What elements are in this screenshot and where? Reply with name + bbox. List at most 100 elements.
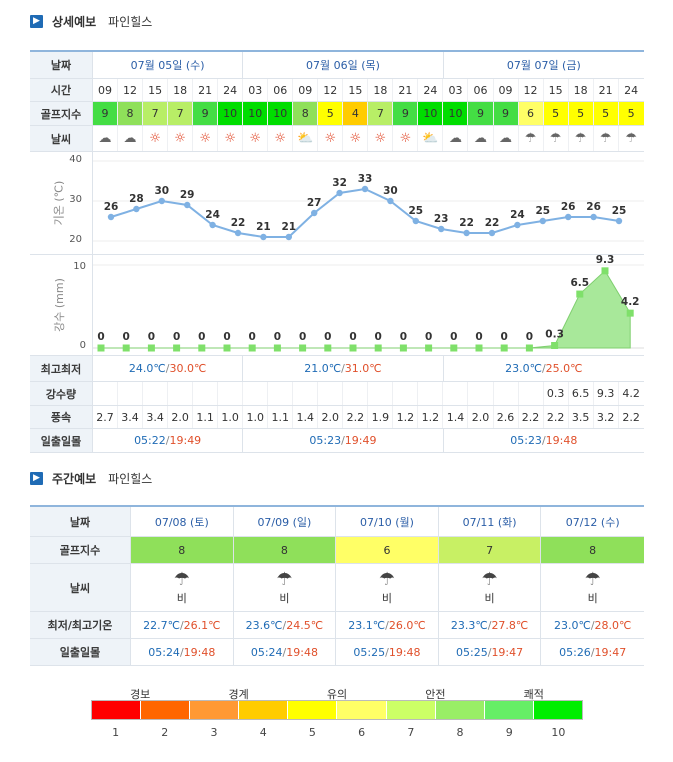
time-cell: 24	[418, 79, 444, 101]
rain-point	[425, 344, 433, 352]
precip-cell	[418, 382, 444, 405]
time-cell: 03	[443, 79, 469, 101]
temperature-point	[158, 197, 165, 205]
date-cell: 07월 07일 (금)	[506, 59, 581, 72]
weekly-weather-box: ☂ 비	[482, 569, 498, 606]
legend-color-swatch	[92, 701, 142, 719]
legend-number: 1	[112, 726, 120, 739]
minmax-cell: 23.0℃/25.0℃	[444, 356, 644, 381]
wind-cell: 2.7	[93, 406, 119, 428]
weekly-weather-row: 날씨 ☂ 비 ☂ 비 ☂ 비 ☂ 비 ☂ 비	[30, 564, 644, 612]
rain-chart-row: 강수 (mm) 10 0 0 0 0 0 0 0 0 0 0 0 0 0 0 0 0 0 0 0 0.3 6.5 9.3…	[30, 255, 644, 356]
weekly-date-label: 날짜	[30, 507, 131, 536]
rain-area-chart: 0 0 0 0 0 0 0 0 0 0 0 0 0 0 0 0 0 0 0.3 6.5 9.3 4.2	[93, 255, 644, 352]
temperature-data-label: 22	[231, 217, 246, 229]
wind-cells: 2.7 3.4 3.4 2.0 1.1 1.0 1.0 1.1 1.4 2.0 2.2 1.9 1.2 1…	[93, 406, 644, 428]
weekly-weather-cell: ☂ 비	[541, 564, 644, 611]
temperature-data-label: 26	[586, 201, 601, 213]
legend-color-swatch	[386, 701, 436, 719]
temperature-data-label: 27	[307, 197, 322, 209]
weekly-golf-cell: 6	[336, 537, 439, 563]
time-cell: 09	[494, 79, 519, 101]
partly-cloudy-icon: ⛅	[293, 126, 319, 151]
rain-area	[101, 270, 631, 349]
golf-index-cell: 10	[243, 102, 269, 125]
legend-number: 10	[551, 726, 566, 739]
date-row-label: 날짜	[30, 52, 93, 78]
weekly-weather-cell: ☂ 비	[336, 564, 439, 611]
sunny-icon: ☼	[393, 126, 419, 151]
minmax-row: 최고최저 24.0℃/30.0℃ 21.0℃/31.0℃ 23.0℃/25.0℃	[30, 356, 644, 382]
precip-cell	[368, 382, 394, 405]
weekly-forecast-table: 날짜 07/08 (토) 07/09 (일) 07/10 (월) 07/11 (화) 0…	[30, 505, 644, 666]
golf-index-cell: 7	[168, 102, 194, 125]
weekly-section-label: 주간예보	[52, 471, 97, 486]
precip-cell	[519, 382, 544, 405]
weekly-minmax-row: 최저/최고기온 22.7℃/26.1℃ 23.6℃/24.5℃ 23.1℃/26.0…	[30, 612, 644, 639]
sunny-icon: ☼	[343, 126, 369, 151]
date-row: 날짜 07월 05일 (수) 07월 06일 (목) 07월 07일 (금)	[30, 52, 644, 79]
weekly-sunrise: 05:26	[559, 645, 591, 659]
rain-data-label: 6.5	[570, 277, 589, 289]
rain-axis: 강수 (mm) 10 0	[30, 255, 93, 355]
time-cell: 24	[218, 79, 244, 101]
sunny-icon: ☼	[268, 126, 294, 151]
legend-numbers: 1 2 3 4 5 6 7 8 9 10	[91, 726, 583, 739]
golf-index-cell: 9	[468, 102, 494, 125]
rain-point	[601, 267, 609, 275]
weekly-minmax-label: 최저/최고기온	[30, 612, 131, 638]
rain-point	[500, 344, 508, 352]
golf-index-cell: 10	[418, 102, 444, 125]
time-cell: 06	[268, 79, 294, 101]
rain-data-label: 0	[501, 331, 508, 343]
rain-point	[198, 344, 206, 352]
weekly-date-cell: 07/08 (토)	[131, 507, 234, 536]
weekly-weather-text: 비	[279, 591, 290, 605]
date-cell: 07월 05일 (수)	[93, 52, 244, 78]
temperature-point	[488, 229, 496, 237]
legend-number: 8	[456, 726, 464, 739]
sunrise-time: 05:23	[510, 434, 542, 447]
legend-color-swatch	[288, 701, 338, 719]
sun-cell: 05:22/19:49	[93, 429, 244, 452]
precip-cell	[193, 382, 219, 405]
rain-point	[147, 344, 155, 352]
temperature-point	[336, 189, 343, 197]
time-cell: 24	[624, 83, 639, 97]
wind-cell: 3.2	[594, 406, 619, 428]
temperature-point	[209, 221, 216, 229]
wind-cell: 1.4	[443, 406, 469, 428]
golf-index-cell: 9	[393, 102, 419, 125]
rain-data-label: 0	[375, 331, 382, 343]
weekly-min-temp: 23.6℃	[245, 618, 283, 632]
time-cell: 03	[243, 79, 269, 101]
sunset-time: 19:48	[545, 434, 578, 447]
legend-label: 유의	[326, 688, 348, 701]
golf-index-cells: 9 8 7 7 9 10 10 10 8 5 4 7 9 10 10 9 9 6 5 5 5 5	[93, 102, 644, 125]
sunset-time: 19:49	[344, 434, 377, 447]
wind-cell: 1.2	[418, 406, 444, 428]
detail-place-name: 파인힐스	[108, 14, 153, 29]
weekly-sun-label: 일출일몰	[30, 639, 131, 665]
time-cells: 09 12 15 18 21 24 03 06 09 12 15 18 21 24 03 06 09 12 15 18…	[93, 79, 644, 101]
weekly-max-temp: 26.0℃	[388, 618, 426, 632]
golf-index-cell: 9	[493, 102, 519, 125]
weekly-min-temp: 22.7℃	[143, 618, 180, 632]
rain-data-label: 0	[349, 331, 356, 343]
rain-point	[399, 344, 407, 352]
wind-row-label: 풍속	[30, 406, 93, 428]
precip-cell	[243, 382, 269, 405]
weekly-minmax-separator: /	[590, 618, 595, 632]
wind-cell: 2.0	[468, 406, 494, 428]
sun-row: 일출일몰 05:22/19:49 05:23/19:49 05:23/19:48	[30, 429, 644, 453]
weather-row: 날씨 ☁ ☁ ☼ ☼ ☼ ☼ ☼ ☼ ⛅ ☼ ☼ ☼ ☼ ⛅ ☁ ☁ ☁ ☂ ☂ ☂ ☂ ☂	[30, 126, 644, 152]
legend-number: 5	[308, 726, 316, 739]
legend-number: 3	[210, 726, 218, 739]
minmax-separator: /	[341, 362, 345, 375]
weekly-weather-box: ☂ 비	[276, 569, 292, 606]
date-cells: 07월 05일 (수) 07월 06일 (목) 07월 07일 (금)	[93, 52, 644, 78]
rain-point	[173, 344, 181, 352]
rain-icon: ☂	[594, 126, 619, 151]
sun-cell: 05:23/19:48	[444, 429, 644, 452]
